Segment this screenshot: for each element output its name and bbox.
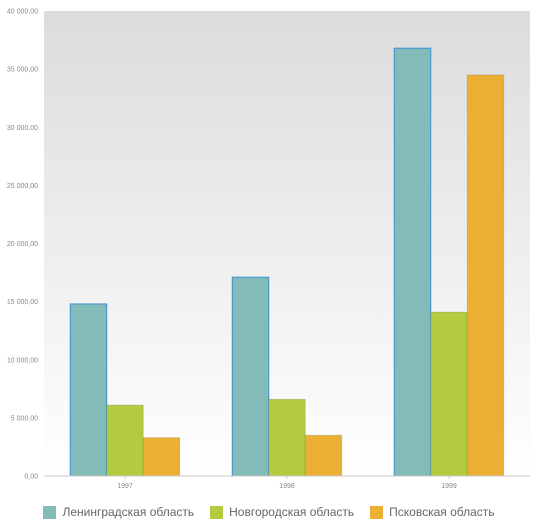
legend-label: Псковская область bbox=[389, 505, 495, 519]
bar[interactable] bbox=[231, 276, 270, 477]
y-tick-label: 30 000,00 bbox=[7, 125, 38, 132]
x-tick-label: 1998 bbox=[279, 483, 295, 490]
legend-label: Новгородская область bbox=[229, 505, 355, 519]
legend-item[interactable]: Псковская область bbox=[370, 505, 495, 519]
bar[interactable] bbox=[142, 437, 181, 477]
chart: 0,00 5 000,00 10 000,00 15 000,00 20 000,00 2… bbox=[7, 9, 530, 490]
bar[interactable] bbox=[69, 303, 108, 477]
legend-item[interactable]: Ленинградская область bbox=[43, 505, 194, 519]
y-tick-label: 0,00 bbox=[24, 474, 38, 481]
y-tick-label: 5 000,00 bbox=[11, 415, 38, 422]
legend-item[interactable]: Новгородская область bbox=[210, 505, 354, 519]
x-tick-label: 1997 bbox=[117, 483, 133, 490]
bar[interactable] bbox=[393, 47, 432, 477]
y-tick-label: 20 000,00 bbox=[7, 241, 38, 248]
x-axis: 1997 1998 1999 bbox=[117, 476, 457, 490]
legend-swatch bbox=[43, 505, 57, 519]
bar[interactable] bbox=[304, 434, 343, 477]
legend-label: Ленинградская область bbox=[62, 505, 195, 519]
x-tick-label: 1999 bbox=[441, 483, 457, 490]
y-tick-label: 15 000,00 bbox=[7, 299, 38, 306]
legend: Ленинградская область Новгородская област… bbox=[0, 505, 538, 519]
y-tick-label: 35 000,00 bbox=[7, 67, 38, 74]
y-tick-label: 40 000,00 bbox=[7, 9, 38, 16]
y-tick-label: 10 000,00 bbox=[7, 357, 38, 364]
legend-swatch bbox=[210, 505, 224, 519]
bar[interactable] bbox=[466, 74, 505, 477]
y-tick-label: 25 000,00 bbox=[7, 183, 38, 190]
legend-swatch bbox=[370, 505, 384, 519]
bar[interactable] bbox=[430, 311, 468, 477]
bar[interactable] bbox=[106, 404, 144, 477]
y-axis: 0,00 5 000,00 10 000,00 15 000,00 20 000,00 2… bbox=[7, 9, 38, 481]
bars bbox=[69, 47, 505, 477]
bar[interactable] bbox=[268, 398, 306, 477]
